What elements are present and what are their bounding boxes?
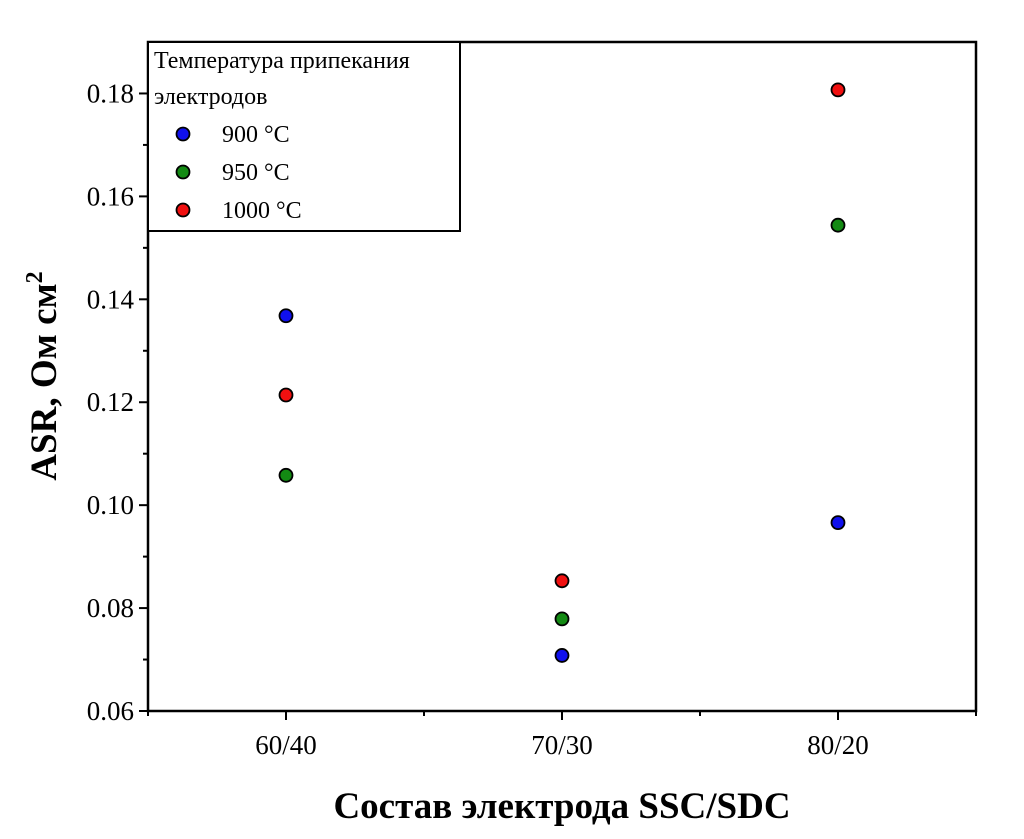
data-point xyxy=(278,467,294,483)
x-tick-label: 60/40 xyxy=(255,730,317,760)
y-tick-label: 0.08 xyxy=(87,593,134,623)
data-points xyxy=(278,82,846,663)
y-tick-label: 0.10 xyxy=(87,490,134,520)
legend-box xyxy=(147,41,461,232)
data-point xyxy=(554,611,570,627)
x-tick-label: 80/20 xyxy=(807,730,869,760)
legend-label: 1000 °C xyxy=(222,198,302,224)
legend-marker xyxy=(175,126,191,142)
y-axis-title-main: ASR, Ом см xyxy=(24,283,65,480)
data-point xyxy=(554,648,570,663)
y-axis-title: ASR, Ом см2 xyxy=(22,271,65,480)
y-tick-label: 0.14 xyxy=(87,284,135,314)
legend: Температура припекания электродов 900 °C… xyxy=(147,41,461,232)
data-point xyxy=(830,217,846,233)
y-axis-ticks: 0.06 0.08 0.10 0.12 0.14 0.16 0.18 xyxy=(87,78,148,726)
y-tick-label: 0.18 xyxy=(87,78,134,108)
legend-title-line2: электродов xyxy=(154,84,267,110)
data-point xyxy=(830,82,846,98)
y-tick-label: 0.06 xyxy=(87,696,134,726)
y-tick-label: 0.16 xyxy=(87,181,134,211)
legend-label: 900 °C xyxy=(222,122,290,148)
data-point xyxy=(278,387,294,403)
legend-marker xyxy=(175,202,191,218)
data-point xyxy=(278,308,294,324)
legend-title-line1: Температура припекания xyxy=(154,48,410,74)
legend-entries: 900 °C 950 °C 1000 °C xyxy=(175,122,302,224)
y-axis-title-superscript: 2 xyxy=(22,271,48,283)
y-tick-label: 0.12 xyxy=(87,387,134,417)
data-point xyxy=(830,515,846,531)
data-point xyxy=(554,573,570,589)
x-tick-label: 70/30 xyxy=(531,730,593,760)
legend-label: 950 °C xyxy=(222,160,290,186)
x-axis-ticks: 60/40 70/30 80/20 xyxy=(147,711,977,760)
legend-marker xyxy=(175,164,191,180)
x-axis-title: Состав электрода SSC/SDC xyxy=(333,786,790,827)
